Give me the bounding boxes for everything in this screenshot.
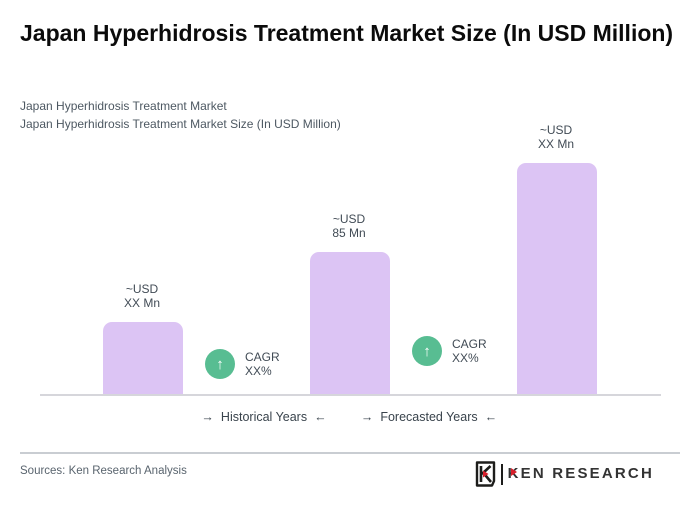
cagr-label: CAGR XX% <box>245 350 280 378</box>
ken-research-emblem-icon <box>475 461 496 487</box>
bar-value-label: ~USD XX Mn <box>537 123 574 151</box>
cagr-label: CAGR XX% <box>452 337 487 365</box>
forecasted-years-label: → Forecasted Years ← <box>356 410 502 424</box>
footer-divider <box>20 452 680 454</box>
arrow-right-icon: → <box>360 410 374 424</box>
chart-subtitle: Japan Hyperhidrosis Treatment Market Jap… <box>20 97 620 133</box>
red-triangle-icon <box>510 468 517 476</box>
x-axis-baseline <box>40 394 661 396</box>
bar <box>103 322 183 394</box>
arrow-right-icon: → <box>201 410 214 424</box>
bar-value-label: ~USD XX Mn <box>123 282 160 310</box>
arrow-up-icon: ↑ <box>412 336 442 366</box>
sources-note: Sources: Ken Research Analysis <box>20 465 187 477</box>
logo-wordmark: K EN RESEARCH <box>508 461 654 487</box>
subtitle-line-1: Japan Hyperhidrosis Treatment Market <box>20 99 227 113</box>
arrow-left-icon: ← <box>314 410 327 424</box>
logo-wordmark-rest: EN RESEARCH <box>520 465 654 482</box>
ken-research-logo: K EN RESEARCH <box>475 461 654 487</box>
period-label-text: Forecasted Years <box>380 410 478 424</box>
bar-value-label: ~USD 85 Mn <box>332 212 366 240</box>
cagr-annotation: ↑ CAGR XX% <box>205 349 280 379</box>
period-label-text: Historical Years <box>220 410 308 424</box>
arrow-left-icon: ← <box>484 410 498 424</box>
arrow-up-icon: ↑ <box>205 349 235 379</box>
page-title: Japan Hyperhidrosis Treatment Market Siz… <box>20 20 674 46</box>
bar <box>310 252 390 394</box>
logo-separator <box>501 463 503 485</box>
subtitle-line-2: Japan Hyperhidrosis Treatment Market Siz… <box>20 117 341 131</box>
cagr-annotation: ↑ CAGR XX% <box>412 336 487 366</box>
historical-years-label: → Historical Years ← <box>196 410 332 424</box>
bar <box>517 163 597 394</box>
logo-wordmark-k: K <box>507 465 521 482</box>
